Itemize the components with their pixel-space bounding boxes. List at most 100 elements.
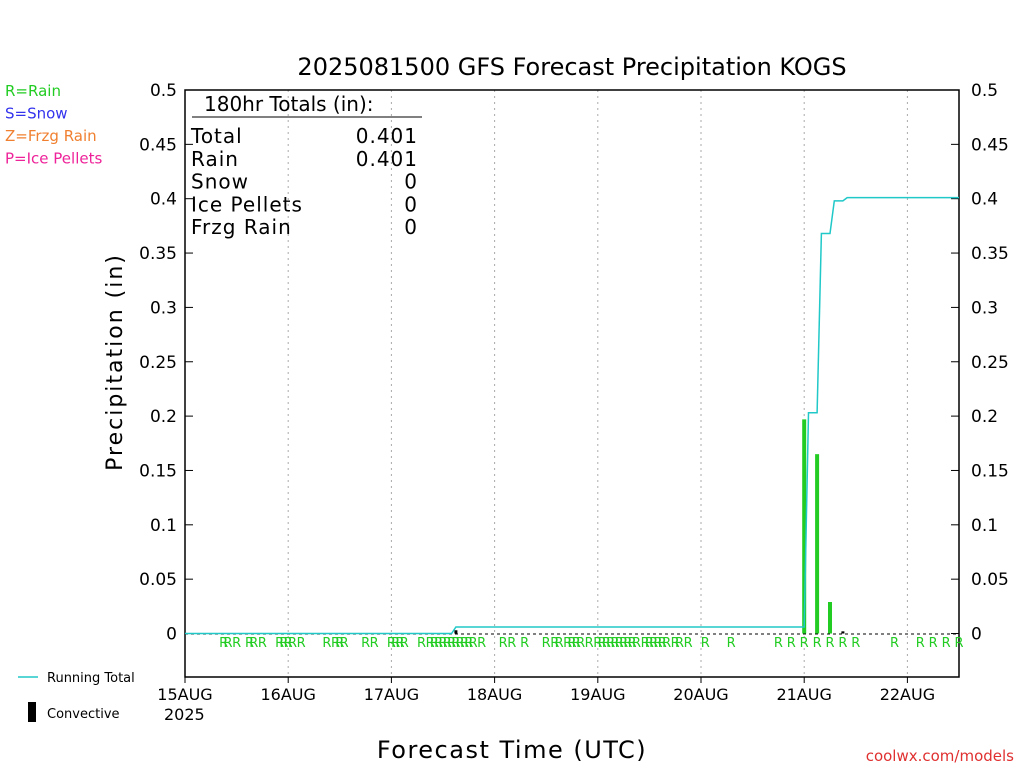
rain-marker: R — [800, 636, 809, 651]
running-total-line — [185, 196, 959, 635]
precip-bar — [841, 631, 845, 634]
rain-marker: R — [391, 636, 400, 651]
rain-marker: R — [322, 636, 331, 651]
rain-marker: R — [464, 636, 473, 651]
rain-marker: R — [929, 636, 938, 651]
x-tick-label: 16AUG — [260, 685, 315, 704]
y-tick-label-right: 0.3 — [971, 298, 998, 318]
y-axis-ticks: 0 00.05 0.050.1 0.10.15 0.150.2 0.20.25 0.250.… — [139, 81, 1009, 645]
y-tick-label-right: 0.1 — [971, 516, 998, 536]
legend-running-total-label: Running Total — [47, 671, 135, 686]
x-tick-label: 21AUG — [776, 685, 831, 704]
totals-row-label: Total — [190, 124, 243, 148]
rain-marker: R — [675, 636, 684, 651]
rain-marker: R — [460, 636, 469, 651]
totals-row-value: 0 — [404, 215, 418, 239]
y-tick-label-left: 0.2 — [150, 407, 177, 427]
rain-marker: R — [585, 636, 594, 651]
rain-marker: R — [275, 636, 284, 651]
y-tick-label-left: 0.5 — [150, 81, 177, 101]
totals-row-value: 0.401 — [356, 124, 418, 148]
rain-marker: R — [258, 636, 267, 651]
y-tick-label-left: 0 — [166, 625, 177, 645]
rain-marker: R — [602, 636, 611, 651]
rain-marker: R — [563, 636, 572, 651]
totals-row-value: 0 — [404, 192, 418, 216]
rain-marker: R — [297, 636, 306, 651]
rain-marker: R — [550, 636, 559, 651]
y-tick-label-right: 0.35 — [971, 244, 1009, 264]
rain-marker: R — [456, 636, 465, 651]
chart-title: 2025081500 GFS Forecast Precipitation KO… — [297, 53, 846, 81]
y-tick-label-left: 0.15 — [139, 461, 177, 481]
rain-marker: R — [542, 636, 551, 651]
rain-marker: R — [288, 636, 297, 651]
rain-marker: R — [606, 636, 615, 651]
rain-marker: R — [610, 636, 619, 651]
rain-marker: R — [499, 636, 508, 651]
precip-bar — [454, 630, 458, 634]
rain-marker: R — [477, 636, 486, 651]
legend-type-2: Z=Frzg Rain — [5, 127, 97, 145]
rain-marker: R — [598, 636, 607, 651]
totals-header: 180hr Totals (in): — [204, 92, 374, 116]
source-label: coolwx.com/models — [866, 747, 1014, 765]
rain-marker: R — [662, 636, 671, 651]
rain-marker: R — [331, 636, 340, 651]
rain-marker: R — [701, 636, 710, 651]
rain-marker: R — [649, 636, 658, 651]
rain-marker: R — [916, 636, 925, 651]
x-axis-year-label: 2025 — [164, 705, 205, 724]
rain-marker: R — [727, 636, 736, 651]
totals-row-label: Ice Pellets — [191, 192, 303, 216]
y-tick-label-right: 0.5 — [971, 81, 998, 101]
legend-convective-swatch — [28, 702, 36, 722]
x-axis-ticks: 15AUG 16AUG 17AUG 18AUG 19AUG 20AUG 21AUG 22AUG — [157, 677, 935, 704]
x-tick-label: 17AUG — [364, 685, 419, 704]
y-tick-label-right: 0.25 — [971, 353, 1009, 373]
precip-type-legend: R=Rain S=Snow Z=Frzg Rain P=Ice Pellets — [5, 82, 102, 168]
totals-box: 180hr Totals (in): Total 0.401 Rain 0.401 Sn… — [190, 92, 422, 239]
rain-marker: R — [232, 636, 241, 651]
rain-marker: R — [469, 636, 478, 651]
rain-marker: R — [507, 636, 516, 651]
totals-row-value: 0.401 — [356, 147, 418, 171]
totals-rows: Total 0.401 Rain 0.401 Snow 0 Ice Pellets 0 Frzg… — [190, 124, 418, 239]
rain-marker: R — [653, 636, 662, 651]
totals-row-label: Frzg Rain — [191, 215, 292, 239]
rain-marker: R — [434, 636, 443, 651]
rain-marker: R — [370, 636, 379, 651]
y-tick-label-right: 0.45 — [971, 135, 1009, 155]
rain-marker: R — [671, 636, 680, 651]
rain-marker: R — [567, 636, 576, 651]
rain-marker: R — [825, 636, 834, 651]
rain-marker: R — [684, 636, 693, 651]
rain-marker: R — [787, 636, 796, 651]
rain-marker: R — [451, 636, 460, 651]
series-legend: Running Total Convective — [18, 671, 135, 722]
rain-marker: R — [387, 636, 396, 651]
rain-marker: R — [632, 636, 641, 651]
rain-marker: R — [279, 636, 288, 651]
y-tick-label-left: 0.1 — [150, 516, 177, 536]
x-tick-label: 22AUG — [880, 685, 935, 704]
rain-marker: R — [395, 636, 404, 651]
y-tick-label-right: 0.4 — [971, 190, 998, 210]
rain-marker: R — [284, 636, 293, 651]
x-tick-label: 20AUG — [673, 685, 728, 704]
rain-marker: R — [774, 636, 783, 651]
rain-marker: R — [555, 636, 564, 651]
legend-type-3: P=Ice Pellets — [5, 150, 102, 168]
rain-marker: R — [335, 636, 344, 651]
rain-marker: R — [954, 636, 963, 651]
rain-marker: R — [417, 636, 426, 651]
rain-marker: R — [851, 636, 860, 651]
y-tick-label-left: 0.35 — [139, 244, 177, 264]
x-axis-label: Forecast Time (UTC) — [377, 736, 647, 764]
rain-marker: R — [426, 636, 435, 651]
vertical-gridlines — [287, 90, 908, 677]
y-tick-label-left: 0.45 — [139, 135, 177, 155]
y-axis-label: Precipitation (in) — [103, 253, 128, 471]
precip-bars — [454, 419, 845, 634]
